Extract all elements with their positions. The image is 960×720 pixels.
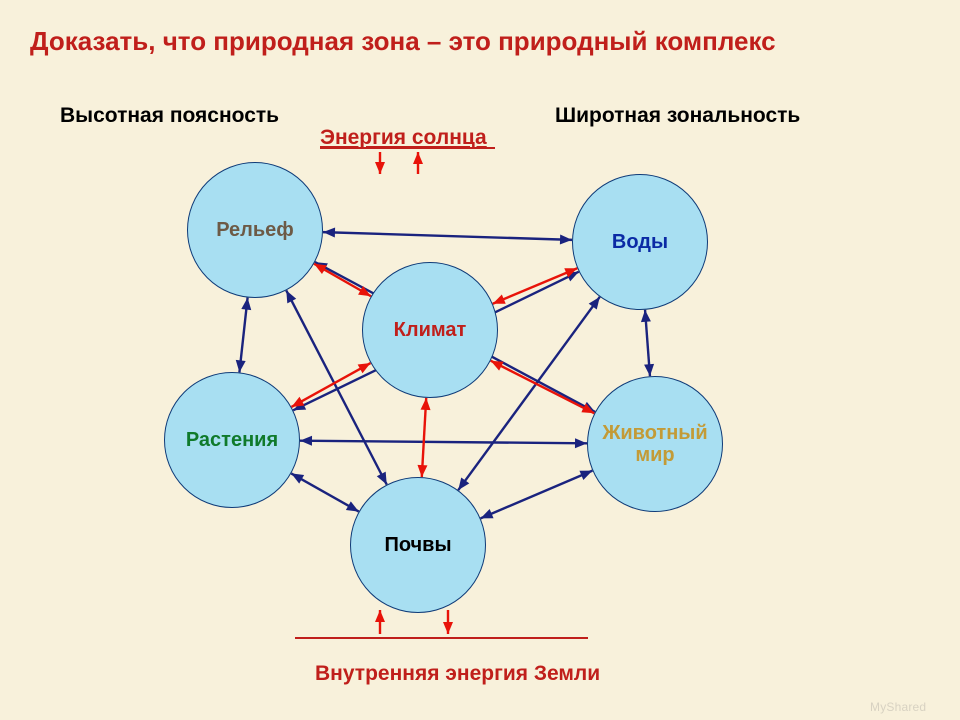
page-title: Доказать, что природная зона – это приро… [30, 26, 776, 57]
node-water: Воды [572, 174, 708, 310]
label-solar-energy: Энергия солнца [320, 126, 487, 150]
node-relief-label: Рельеф [216, 219, 294, 241]
label-earth-energy: Внутренняя энергия Земли [315, 662, 600, 686]
label-latitudinal: Широтная зональность [555, 104, 800, 128]
node-climate-label: Климат [394, 319, 467, 341]
node-animals-label: Животный мир [602, 422, 707, 466]
node-soil-label: Почвы [384, 534, 451, 556]
node-soil: Почвы [350, 477, 486, 613]
node-plants: Растения [164, 372, 300, 508]
node-plants-label: Растения [186, 429, 278, 451]
label-altitudinal: Высотная поясность [60, 104, 279, 128]
node-water-label: Воды [612, 231, 668, 253]
node-animals: Животный мир [587, 376, 723, 512]
node-climate: Климат [362, 262, 498, 398]
node-relief: Рельеф [187, 162, 323, 298]
watermark: MyShared [870, 700, 926, 714]
